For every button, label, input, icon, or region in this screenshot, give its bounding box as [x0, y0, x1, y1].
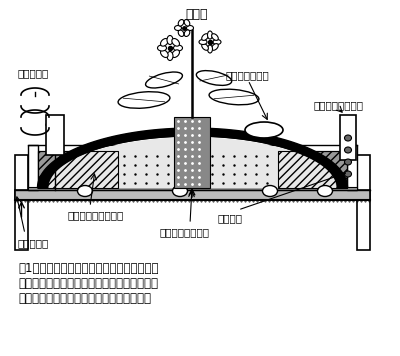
Ellipse shape — [344, 171, 352, 177]
Ellipse shape — [199, 40, 207, 44]
Ellipse shape — [118, 92, 170, 108]
Ellipse shape — [212, 44, 218, 50]
Ellipse shape — [174, 45, 182, 51]
Ellipse shape — [208, 31, 212, 39]
Bar — [278, 151, 347, 188]
Ellipse shape — [158, 45, 166, 51]
Bar — [174, 117, 210, 188]
Text: 発泡スチロール台: 発泡スチロール台 — [160, 227, 210, 237]
Text: 図1　保水シート耕方式の養液栽培装置の基: 図1 保水シート耕方式の養液栽培装置の基 — [18, 262, 158, 275]
Bar — [118, 151, 278, 188]
Text: 栽培ベッド: 栽培ベッド — [18, 238, 49, 248]
Ellipse shape — [262, 185, 278, 197]
Text: 本構造．図中では，根域への光侵入を防ぐ発: 本構造．図中では，根域への光侵入を防ぐ発 — [18, 277, 158, 290]
Text: かん水チューブ: かん水チューブ — [225, 70, 269, 80]
Bar — [15, 190, 370, 200]
Ellipse shape — [172, 38, 180, 46]
Bar — [278, 151, 347, 188]
Ellipse shape — [208, 45, 212, 53]
Text: 水位センサ: 水位センサ — [18, 68, 49, 78]
Bar — [28, 145, 38, 190]
Ellipse shape — [184, 20, 190, 26]
Ellipse shape — [186, 26, 194, 31]
Text: 泡スチロール製のフタは省略されている．: 泡スチロール製のフタは省略されている． — [18, 292, 151, 305]
Ellipse shape — [202, 44, 208, 50]
Ellipse shape — [245, 122, 283, 138]
Ellipse shape — [178, 30, 184, 36]
Ellipse shape — [160, 38, 168, 46]
Ellipse shape — [172, 50, 180, 57]
Text: オーバーフロー穴: オーバーフロー穴 — [313, 100, 363, 110]
Ellipse shape — [184, 30, 190, 36]
Bar — [38, 151, 118, 188]
Bar — [38, 151, 118, 188]
Bar — [357, 155, 370, 250]
Ellipse shape — [212, 34, 218, 40]
Ellipse shape — [172, 185, 188, 197]
Ellipse shape — [196, 70, 232, 85]
Ellipse shape — [213, 40, 221, 44]
Text: トマト: トマト — [186, 8, 208, 21]
Bar — [15, 155, 28, 250]
Ellipse shape — [209, 89, 259, 105]
Text: 不織布＋遥根シート: 不織布＋遥根シート — [68, 210, 124, 220]
Ellipse shape — [78, 185, 92, 197]
Ellipse shape — [146, 72, 182, 88]
Ellipse shape — [178, 20, 184, 26]
Bar — [340, 115, 356, 160]
Ellipse shape — [344, 159, 352, 165]
Ellipse shape — [160, 50, 168, 57]
Bar — [28, 187, 357, 190]
Ellipse shape — [167, 52, 173, 61]
Bar — [347, 145, 357, 190]
Bar — [46, 115, 64, 155]
Ellipse shape — [174, 26, 182, 31]
Ellipse shape — [344, 135, 352, 141]
Ellipse shape — [202, 34, 208, 40]
Text: コンテナ: コンテナ — [218, 213, 243, 223]
Polygon shape — [50, 138, 336, 188]
Ellipse shape — [344, 147, 352, 153]
Ellipse shape — [167, 36, 173, 44]
Ellipse shape — [318, 185, 332, 197]
Polygon shape — [38, 128, 348, 188]
